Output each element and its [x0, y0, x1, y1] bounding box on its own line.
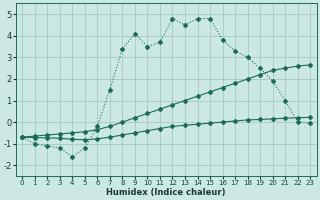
X-axis label: Humidex (Indice chaleur): Humidex (Indice chaleur): [107, 188, 226, 197]
